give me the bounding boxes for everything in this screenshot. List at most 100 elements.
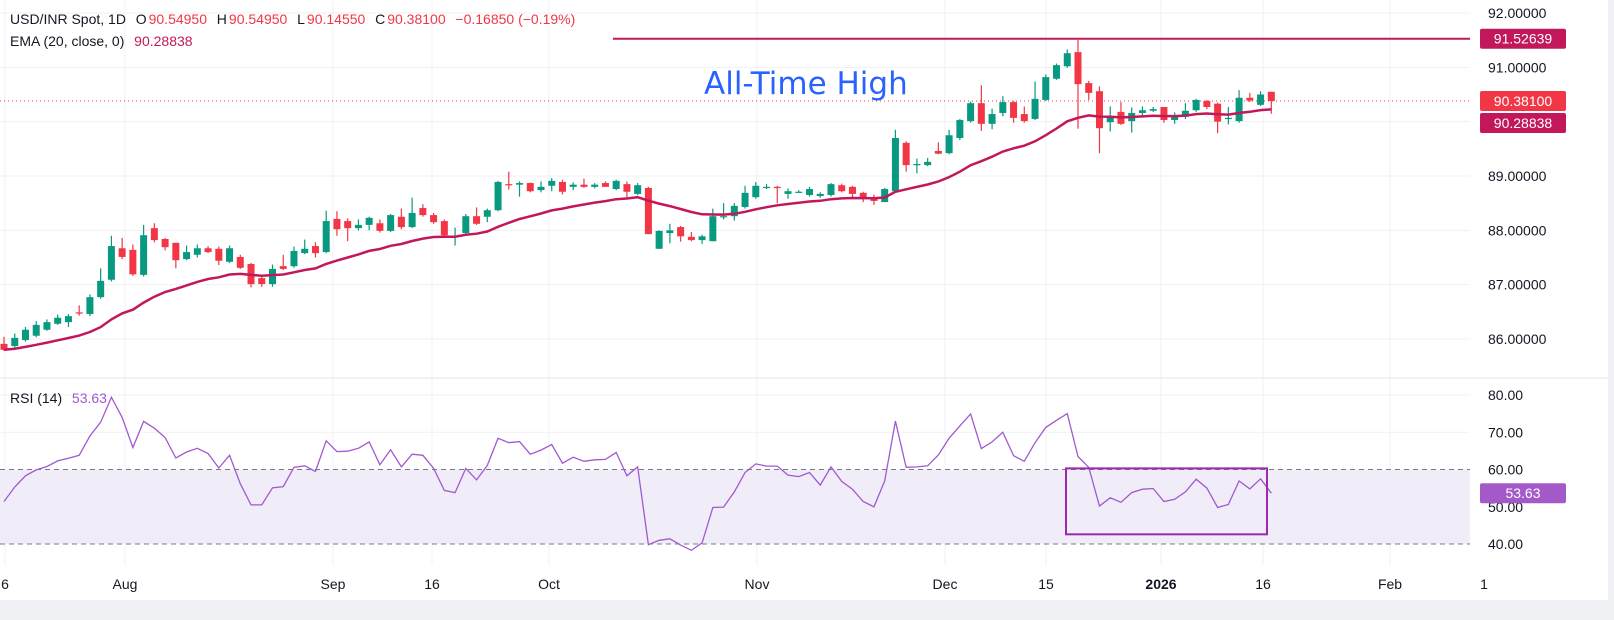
candle-body bbox=[311, 246, 319, 254]
candle bbox=[934, 142, 942, 155]
candle bbox=[763, 184, 771, 190]
candle bbox=[473, 207, 481, 225]
candle-body bbox=[859, 192, 867, 199]
candle-body bbox=[172, 242, 180, 261]
rsi-range-box[interactable] bbox=[1065, 467, 1268, 536]
candle bbox=[21, 327, 29, 342]
candle-body bbox=[226, 248, 234, 262]
candle-body bbox=[752, 185, 760, 198]
candle bbox=[483, 208, 491, 223]
candle bbox=[344, 218, 352, 242]
candle-body bbox=[988, 114, 996, 124]
candle-body bbox=[967, 103, 975, 122]
ema-legend: EMA (20, close, 0) 90.28838 bbox=[10, 33, 195, 49]
candle bbox=[311, 242, 319, 258]
candle bbox=[526, 182, 534, 193]
candle bbox=[1042, 74, 1050, 102]
candle bbox=[204, 246, 212, 254]
rsi-value: 53.63 bbox=[71, 390, 107, 406]
candle-body bbox=[558, 181, 566, 192]
ema-price-label: 90.28838 bbox=[1494, 115, 1553, 131]
bottom-border bbox=[0, 600, 1614, 620]
candle-body bbox=[623, 184, 631, 192]
candle bbox=[430, 212, 438, 224]
candle bbox=[1246, 92, 1254, 103]
rsi-axis-tick: 70.00 bbox=[1488, 424, 1523, 440]
candle bbox=[516, 181, 524, 197]
low-value: 90.14550 bbox=[306, 11, 366, 27]
candle-body bbox=[730, 205, 738, 217]
candle-body bbox=[107, 246, 115, 280]
candle-body bbox=[548, 180, 556, 186]
candle-body bbox=[322, 221, 330, 253]
candle-body bbox=[924, 161, 932, 166]
candle bbox=[1149, 106, 1157, 112]
candle bbox=[1235, 90, 1243, 123]
candle bbox=[440, 219, 448, 237]
candle-body bbox=[848, 186, 856, 194]
low-label: L bbox=[297, 11, 305, 27]
candle-body bbox=[408, 212, 416, 228]
candle bbox=[1031, 81, 1039, 121]
candle bbox=[397, 208, 405, 230]
candle-body bbox=[43, 322, 51, 330]
time-axis-tick: 15 bbox=[1038, 576, 1054, 592]
rsi-axis-tick: 80.00 bbox=[1488, 387, 1523, 403]
candle-body bbox=[1063, 53, 1071, 67]
rsi-value-label-bg bbox=[1480, 483, 1566, 504]
time-axis-tick: 16 bbox=[1255, 576, 1271, 592]
candle bbox=[591, 183, 599, 189]
rsi-line[interactable] bbox=[3, 395, 1272, 552]
candle bbox=[1214, 102, 1222, 134]
candle-body bbox=[634, 185, 642, 194]
close-value: 90.38100 bbox=[387, 11, 446, 27]
candle-body bbox=[666, 230, 674, 234]
candle bbox=[999, 96, 1007, 117]
rsi-band bbox=[0, 469, 1470, 544]
candle-body bbox=[709, 216, 717, 242]
candle bbox=[365, 216, 373, 231]
candle-body bbox=[129, 249, 137, 275]
candle-body bbox=[440, 221, 448, 236]
candle bbox=[279, 254, 287, 270]
all-time-high-annotation[interactable]: All-Time High bbox=[704, 66, 908, 102]
symbol-label[interactable]: USD/INR Spot, 1D bbox=[10, 11, 126, 27]
price-axis-tick: 91.00000 bbox=[1488, 59, 1547, 75]
candle bbox=[623, 181, 631, 198]
candle bbox=[773, 185, 781, 204]
time-axis-tick: 1 bbox=[1480, 576, 1488, 592]
candle bbox=[1095, 86, 1103, 154]
candle-body bbox=[644, 187, 652, 235]
candle bbox=[666, 223, 674, 244]
candle-body bbox=[54, 317, 62, 324]
candle-body bbox=[816, 193, 824, 197]
candle-body bbox=[580, 184, 588, 187]
ema-label[interactable]: EMA (20, close, 0) bbox=[10, 33, 125, 49]
ema-price-label-bg bbox=[1480, 113, 1566, 133]
candle bbox=[720, 203, 728, 220]
candle-body bbox=[419, 208, 427, 216]
candle-body bbox=[1192, 99, 1200, 111]
candle-body bbox=[236, 256, 244, 268]
candle bbox=[161, 237, 169, 251]
rsi-label[interactable]: RSI (14) bbox=[10, 390, 63, 406]
ema-line[interactable] bbox=[3, 108, 1272, 352]
candle bbox=[64, 313, 72, 328]
candle bbox=[1074, 38, 1082, 129]
candle-body bbox=[462, 216, 470, 234]
candle bbox=[902, 141, 910, 172]
price-axis-tick: 87.00000 bbox=[1488, 277, 1547, 293]
candle-body bbox=[612, 180, 620, 190]
candle-body bbox=[913, 164, 921, 166]
candle bbox=[967, 101, 975, 123]
candle bbox=[548, 178, 556, 192]
candle-body bbox=[1224, 117, 1232, 120]
candle bbox=[827, 183, 835, 197]
candle bbox=[97, 268, 105, 299]
candle bbox=[644, 186, 652, 235]
candle bbox=[580, 178, 588, 188]
candle bbox=[1203, 99, 1211, 110]
candle-body bbox=[601, 183, 609, 187]
